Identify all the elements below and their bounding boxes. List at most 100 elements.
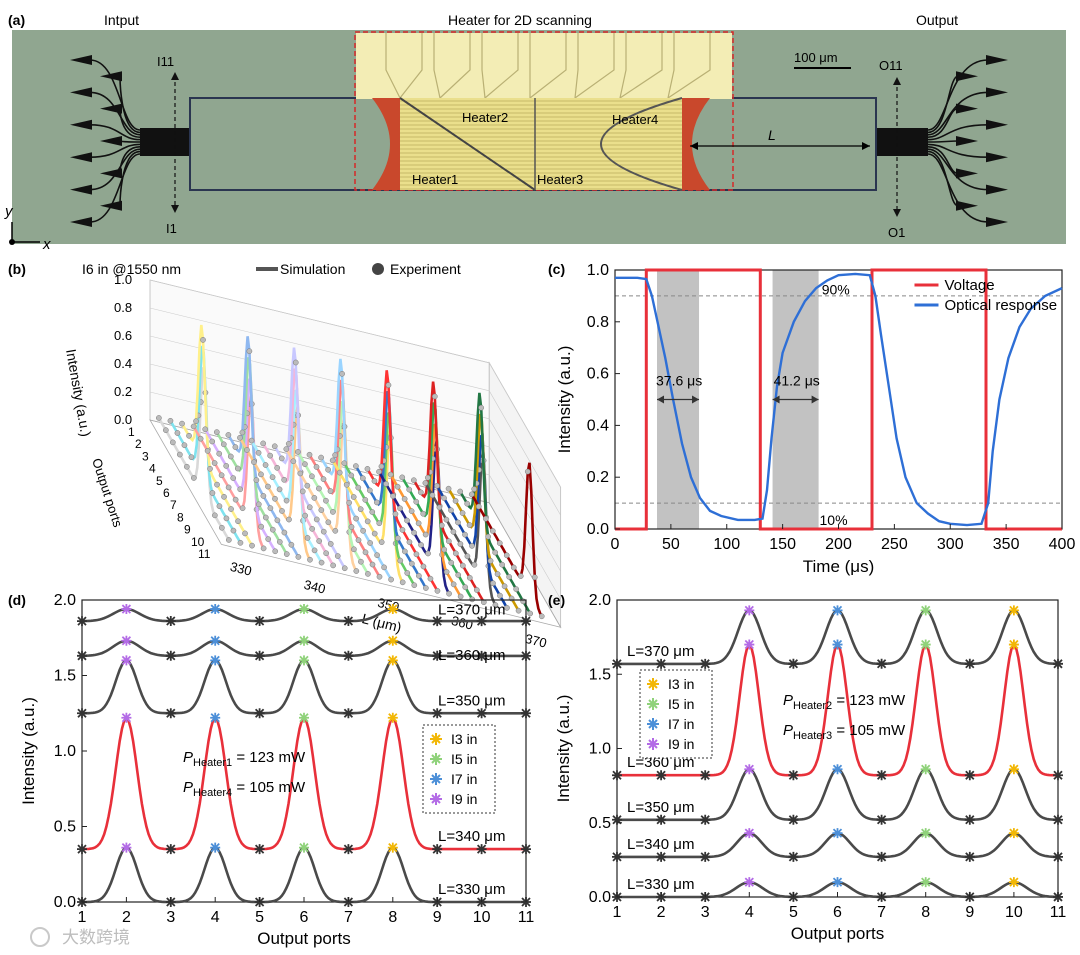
input-title: Intput <box>104 12 139 28</box>
experiment-point <box>227 453 234 460</box>
port-marker-icon <box>476 616 487 627</box>
grid-line <box>149 335 561 544</box>
experiment-point <box>295 449 301 455</box>
x-axis-label: Time (μs) <box>803 557 875 576</box>
series-label: L=340 μm <box>438 828 505 845</box>
pad-separator <box>667 33 675 99</box>
experiment-point <box>487 558 494 564</box>
experiment-point <box>506 574 513 580</box>
experiment-point <box>262 462 269 468</box>
experiment-point <box>272 548 279 555</box>
axis-origin <box>9 239 15 245</box>
plot-d: L=330 μm L=340 μm L=350 μm L=360 μm L=370 μm… <box>19 592 534 948</box>
port-marker-icon <box>299 635 309 646</box>
y-axis-label: Intensity (a.u.) <box>554 695 573 803</box>
experiment-point <box>239 429 246 436</box>
port-marker-icon <box>210 842 221 853</box>
port-marker-icon <box>476 650 487 661</box>
experiment-point <box>424 474 431 481</box>
experiment-point <box>334 553 341 559</box>
port-marker-icon <box>788 851 799 862</box>
experiment-point <box>313 516 320 523</box>
experiment-point <box>167 417 174 424</box>
experiment-point <box>170 439 176 446</box>
x-tick-label: 8 <box>921 904 930 921</box>
experiment-point <box>431 393 438 400</box>
experiment-point <box>285 440 292 447</box>
experiment-point <box>471 486 478 492</box>
input-waveguide <box>89 124 141 141</box>
output-grating-coupler-icon <box>956 71 978 82</box>
experiment-point <box>283 446 290 452</box>
experiment-point <box>404 570 411 576</box>
experiment-point <box>200 337 206 343</box>
legend-label: I7 in <box>668 716 694 732</box>
experiment-point <box>318 559 325 566</box>
port-marker-icon <box>254 708 265 719</box>
port-marker-icon <box>656 814 667 825</box>
port-marker-icon <box>254 650 265 661</box>
experiment-point <box>364 466 371 472</box>
experiment-point <box>378 539 385 546</box>
experiment-point <box>355 537 362 543</box>
port-marker-icon <box>612 814 622 825</box>
port-marker-icon <box>254 616 265 627</box>
experiment-point <box>230 527 237 534</box>
heater-power-label: PHeater1 = 123 mW <box>183 749 306 769</box>
grid-line <box>149 391 561 600</box>
port-marker-icon <box>832 764 843 775</box>
y-tick-label: 0.0 <box>587 521 609 538</box>
heater-parabola <box>600 97 683 191</box>
experiment-point <box>230 475 237 481</box>
output-waveguide <box>927 143 989 158</box>
experiment-point <box>441 495 447 501</box>
floor <box>149 419 562 628</box>
port-tick-label: 9 <box>184 523 191 537</box>
output-waveguide <box>927 75 959 134</box>
x-tick-label: 0 <box>611 536 620 553</box>
port-marker-icon <box>788 814 799 825</box>
port-marker-icon <box>210 635 221 646</box>
experiment-point <box>307 556 313 563</box>
port-marker-icon <box>521 844 531 855</box>
y-axis-label: Intensity (a.u.) <box>555 346 574 454</box>
experiment-point <box>374 552 380 559</box>
experiment-point <box>401 496 408 502</box>
experiment-point <box>204 447 211 454</box>
experiment-point <box>434 482 440 489</box>
legend-star-icon <box>647 678 659 690</box>
legend-star-icon <box>430 753 442 765</box>
experiment-point <box>329 457 336 464</box>
legend-label: I9 in <box>668 736 694 752</box>
port-marker-icon <box>121 604 132 615</box>
experiment-point <box>336 469 343 476</box>
experiment-point <box>469 596 476 603</box>
port-marker-icon <box>1008 828 1019 839</box>
experiment-point <box>457 541 464 547</box>
experiment-point <box>422 480 429 486</box>
x-tick-label: 3 <box>166 909 175 926</box>
experiment-point <box>265 483 271 490</box>
experiment-point <box>362 496 369 503</box>
experiment-point <box>302 512 309 519</box>
experiment-point <box>288 541 295 548</box>
port-tick-label: 11 <box>198 547 211 561</box>
port-marker-icon <box>1008 877 1019 888</box>
port-marker-icon <box>744 828 755 839</box>
series-label: L=370 μm <box>627 643 694 660</box>
experiment-point <box>207 465 213 472</box>
experiment-point <box>376 468 382 475</box>
experiment-point <box>538 613 545 620</box>
grid-line <box>149 363 561 572</box>
port-marker-icon <box>165 616 176 627</box>
port-marker-icon <box>432 650 443 661</box>
experiment-point <box>497 592 503 599</box>
port-marker-icon <box>77 844 87 855</box>
experiment-point <box>462 584 469 591</box>
experiment-point <box>445 485 452 492</box>
z-tick-label: 0.0 <box>114 412 132 427</box>
plot-e: L=330 μmL=340 μmL=350 μmL=360 μmL=370 μm… <box>554 592 1066 943</box>
series-label: L=360 μm <box>438 647 505 664</box>
legend-star-icon <box>647 698 659 710</box>
